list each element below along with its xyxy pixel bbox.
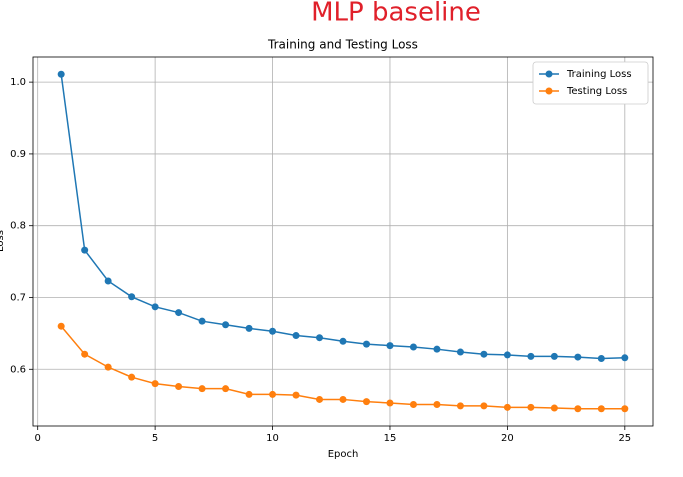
data-point [81,350,89,358]
data-point [409,343,417,351]
data-point [433,400,441,408]
legend-marker [545,70,553,78]
data-point [81,246,89,254]
series-line [60,74,625,360]
x-tick-label: 5 [152,433,158,444]
data-point [57,70,65,78]
data-point [362,340,370,348]
page-heading: MLP baseline [311,0,481,28]
data-point [480,350,488,358]
legend-label: Testing Loss [566,86,627,97]
data-point [386,342,394,350]
data-point [621,405,629,413]
data-point [292,391,300,399]
data-point [245,324,253,332]
data-point [175,309,183,317]
data-point [292,332,300,340]
data-point [151,303,159,311]
data-point [456,348,464,356]
data-point [597,355,605,363]
data-point [621,354,629,362]
data-point [104,277,112,285]
y-tick-label: 0.8 [10,221,26,232]
data-point [269,327,277,335]
data-point [222,385,230,393]
legend-label: Training Loss [566,69,632,80]
legend-box [532,61,649,105]
data-point [503,403,511,411]
data-point [386,399,394,407]
y-tick-label: 0.7 [10,292,26,303]
data-point [362,398,370,406]
data-point [128,293,136,301]
chart-title: Training and Testing Loss [267,38,418,52]
data-point [269,390,277,398]
data-point [574,405,582,413]
data-point [198,385,206,393]
x-tick-label: 10 [266,433,279,444]
plot-frame [32,56,654,427]
data-point [151,380,159,388]
data-point [128,373,136,381]
data-point [57,322,65,330]
data-point [550,404,558,412]
legend-marker [545,87,553,95]
data-point [245,390,253,398]
y-tick-label: 1.0 [10,77,26,88]
data-point [597,405,605,413]
x-tick-label: 20 [501,433,514,444]
x-tick-label: 0 [35,433,41,444]
data-point [316,334,324,342]
data-point [574,353,582,361]
x-tick-label: 15 [384,433,397,444]
data-point [527,403,535,411]
data-point [222,321,230,329]
data-point [480,402,488,410]
y-tick-label: 0.6 [10,364,26,375]
data-point [198,317,206,325]
data-point [433,345,441,353]
x-axis-label: Epoch [328,449,359,460]
y-axis-label: Loss [0,230,6,252]
data-point [409,400,417,408]
x-tick-label: 25 [618,433,631,444]
data-point [339,395,347,403]
data-point [339,337,347,345]
y-tick-label: 0.9 [10,149,26,160]
data-point [456,402,464,410]
data-point [316,395,324,403]
data-point [503,351,511,359]
data-point [527,352,535,360]
data-point [104,363,112,371]
data-point [550,352,558,360]
data-point [175,383,183,391]
